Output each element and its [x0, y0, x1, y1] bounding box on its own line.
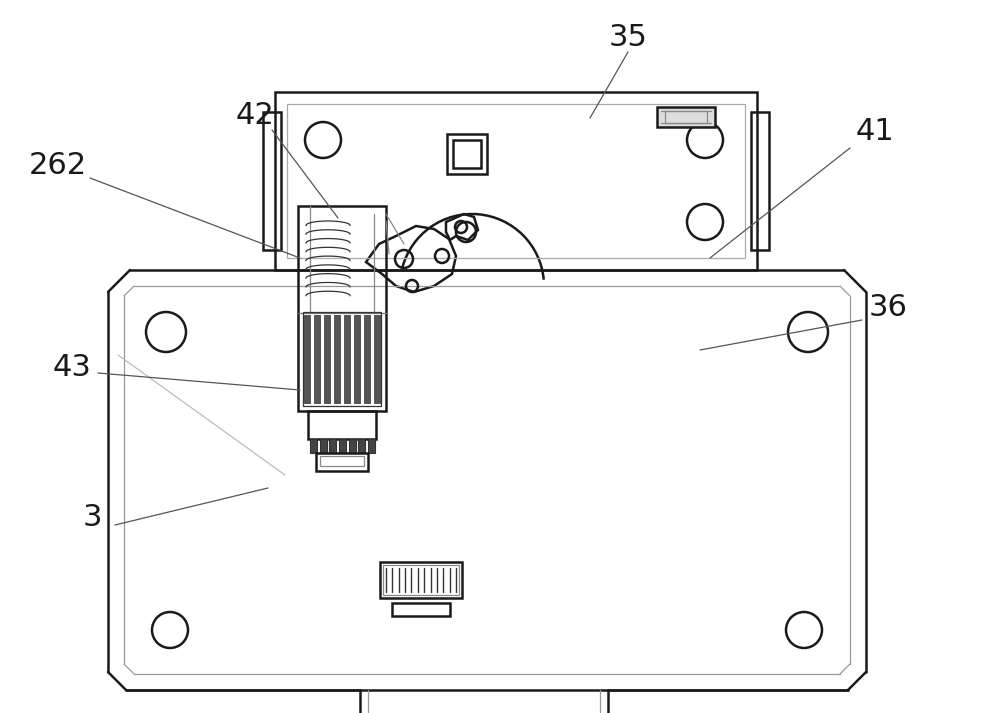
- Bar: [665, 111, 707, 123]
- Bar: [344, 315, 350, 403]
- Text: 41: 41: [856, 118, 894, 146]
- Text: 36: 36: [869, 294, 907, 322]
- Bar: [380, 562, 462, 598]
- Bar: [447, 134, 487, 174]
- Bar: [329, 439, 336, 453]
- Bar: [316, 453, 368, 471]
- Bar: [303, 312, 381, 406]
- Bar: [339, 439, 346, 453]
- Bar: [349, 439, 356, 453]
- Text: 42: 42: [236, 101, 274, 130]
- Bar: [320, 456, 364, 466]
- Bar: [287, 104, 745, 258]
- Bar: [310, 439, 317, 453]
- Bar: [368, 439, 375, 453]
- Text: 43: 43: [53, 354, 91, 382]
- Bar: [298, 206, 386, 411]
- Bar: [320, 439, 327, 453]
- Bar: [314, 315, 320, 403]
- Bar: [364, 315, 370, 403]
- Bar: [334, 315, 340, 403]
- Bar: [263, 112, 281, 250]
- Bar: [304, 315, 310, 403]
- Bar: [354, 315, 360, 403]
- Bar: [657, 107, 715, 127]
- Bar: [308, 411, 376, 439]
- Bar: [275, 92, 757, 270]
- Text: 35: 35: [609, 24, 647, 53]
- Bar: [383, 565, 459, 595]
- Bar: [358, 439, 365, 453]
- Bar: [453, 140, 481, 168]
- Bar: [374, 315, 380, 403]
- Bar: [324, 315, 330, 403]
- Bar: [751, 112, 769, 250]
- Bar: [392, 603, 450, 616]
- Text: 3: 3: [82, 503, 102, 533]
- Text: 262: 262: [29, 150, 87, 180]
